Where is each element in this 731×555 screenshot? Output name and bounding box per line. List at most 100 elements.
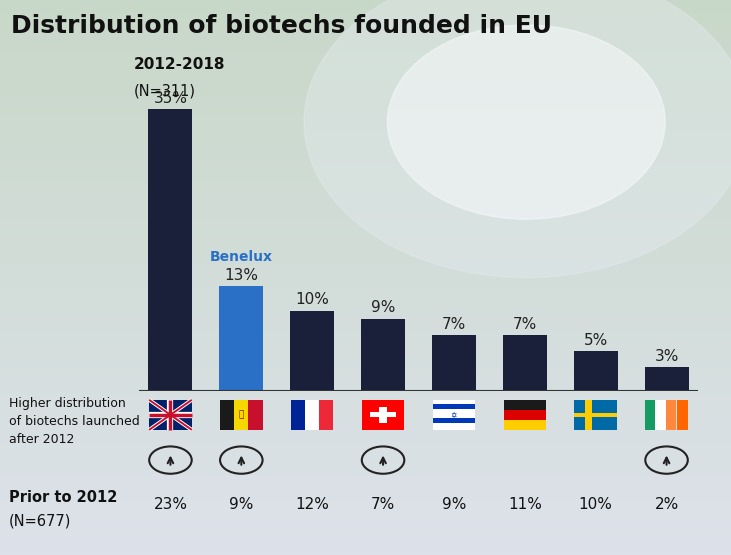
Bar <box>0 511 731 513</box>
Bar <box>0 544 731 547</box>
Text: 2012-2018: 2012-2018 <box>134 57 225 72</box>
Bar <box>0 336 731 339</box>
Bar <box>0 497 731 500</box>
Bar <box>0 92 731 94</box>
Bar <box>291 400 305 430</box>
Bar <box>0 314 731 316</box>
Bar <box>0 316 731 319</box>
Text: 9%: 9% <box>371 300 395 315</box>
Bar <box>433 400 475 430</box>
Bar <box>0 214 731 216</box>
Bar <box>0 8 731 11</box>
Bar <box>0 411 731 413</box>
Bar <box>0 408 731 411</box>
Bar <box>0 208 731 211</box>
Bar <box>0 472 731 475</box>
Bar <box>645 367 689 391</box>
Bar <box>0 250 731 253</box>
Bar <box>0 322 731 325</box>
Bar <box>0 228 731 230</box>
Text: 2%: 2% <box>654 497 678 512</box>
Bar <box>0 486 731 488</box>
Bar <box>0 405 731 408</box>
Bar <box>0 264 731 266</box>
Bar <box>0 0 731 3</box>
Bar <box>0 291 731 294</box>
Bar <box>0 278 731 280</box>
Bar <box>0 219 731 222</box>
Bar <box>0 108 731 111</box>
Bar <box>0 441 731 444</box>
Bar <box>0 189 731 191</box>
Bar <box>0 244 731 247</box>
Bar <box>220 400 234 430</box>
Bar <box>0 183 731 186</box>
Bar <box>0 19 731 22</box>
Bar <box>0 505 731 508</box>
Bar <box>0 130 731 133</box>
Bar <box>305 400 319 430</box>
Ellipse shape <box>304 0 731 278</box>
Bar <box>0 133 731 136</box>
Bar <box>0 397 731 400</box>
Bar <box>0 247 731 250</box>
Bar <box>0 114 731 117</box>
Bar <box>645 400 656 430</box>
Bar <box>677 400 688 430</box>
Bar <box>0 14 731 17</box>
Bar <box>0 450 731 452</box>
Bar <box>0 377 731 380</box>
Bar <box>0 33 731 36</box>
Bar <box>0 541 731 544</box>
Bar <box>0 258 731 261</box>
Bar <box>371 412 395 417</box>
Bar <box>0 64 731 67</box>
Bar <box>0 42 731 44</box>
Bar <box>0 28 731 31</box>
Bar <box>0 383 731 386</box>
Bar <box>0 477 731 480</box>
Bar <box>0 205 731 208</box>
Bar <box>0 483 731 486</box>
Bar <box>0 305 731 308</box>
Bar <box>504 400 546 410</box>
Text: ✡: ✡ <box>451 410 457 420</box>
Bar <box>0 386 731 388</box>
Bar <box>585 400 592 430</box>
Bar <box>0 97 731 100</box>
Bar <box>0 524 731 527</box>
Bar <box>0 294 731 297</box>
Bar <box>0 455 731 458</box>
Bar <box>0 222 731 225</box>
Bar <box>575 400 617 430</box>
Bar <box>0 172 731 175</box>
Bar <box>0 283 731 286</box>
Bar <box>361 319 405 391</box>
Bar <box>0 69 731 72</box>
Bar <box>0 266 731 269</box>
Bar <box>0 253 731 255</box>
Bar <box>0 480 731 483</box>
Bar <box>574 351 618 391</box>
Bar <box>0 402 731 405</box>
Bar <box>0 236 731 239</box>
Bar <box>656 400 666 430</box>
Text: 12%: 12% <box>295 497 329 512</box>
Bar <box>0 180 731 183</box>
Bar <box>432 335 476 391</box>
Text: Prior to 2012: Prior to 2012 <box>9 490 117 504</box>
Bar <box>0 142 731 144</box>
Bar <box>0 80 731 83</box>
Bar <box>219 286 263 391</box>
Bar <box>0 194 731 197</box>
Bar <box>0 530 731 533</box>
Text: 9%: 9% <box>442 497 466 512</box>
Bar <box>0 233 731 236</box>
Bar <box>0 427 731 430</box>
Bar <box>0 3 731 6</box>
Text: 11%: 11% <box>508 497 542 512</box>
Bar <box>0 61 731 64</box>
Bar <box>0 230 731 233</box>
Bar <box>0 425 731 427</box>
Bar <box>0 536 731 538</box>
